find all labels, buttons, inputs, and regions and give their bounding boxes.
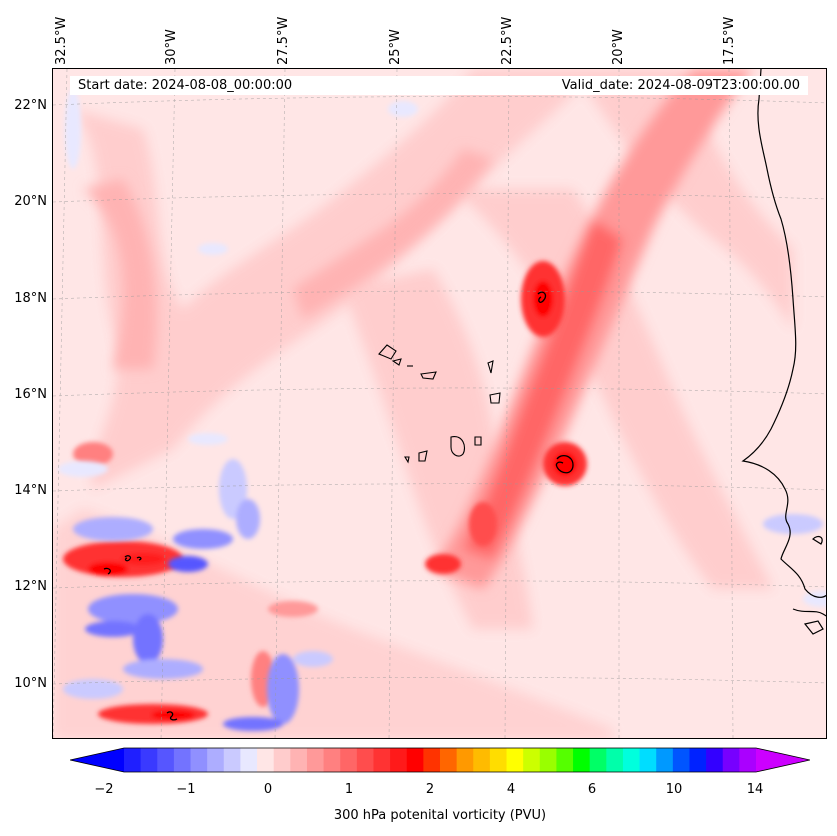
colorbar-label: 300 hPa potenital vorticity (PVU) bbox=[333, 808, 547, 823]
colorbar-cell bbox=[639, 748, 657, 772]
date-info-box bbox=[70, 76, 808, 95]
colorbar-tick: 2 bbox=[425, 782, 435, 797]
colorbar-tick: 14 bbox=[746, 782, 764, 797]
coastline bbox=[741, 69, 826, 635]
lon-label: 20°W bbox=[611, 29, 626, 65]
colorbar-cell bbox=[207, 748, 225, 772]
colorbar-cell bbox=[440, 748, 458, 772]
lat-label: 22°N bbox=[14, 98, 47, 113]
colorbar-tick: −1 bbox=[176, 782, 196, 797]
lat-label: 12°N bbox=[14, 579, 47, 594]
lat-label: 18°N bbox=[14, 291, 47, 306]
lon-label: 17.5°W bbox=[722, 16, 737, 65]
colorbar-cell bbox=[356, 748, 374, 772]
colorbar-cell bbox=[423, 748, 441, 772]
pv-streamer bbox=[83, 69, 753, 589]
lat-label: 20°N bbox=[14, 194, 47, 209]
colorbar-under-arrow bbox=[70, 748, 124, 772]
colorbar-cell bbox=[456, 748, 474, 772]
colorbar-cell bbox=[257, 748, 275, 772]
cape-verde-islands bbox=[378, 344, 501, 464]
colorbar-cell bbox=[323, 748, 341, 772]
colorbar-tick: 10 bbox=[665, 782, 683, 797]
colorbar-tick: −2 bbox=[94, 782, 114, 797]
colorbar-cell bbox=[124, 748, 142, 772]
colorbar-cell bbox=[173, 748, 192, 772]
lon-label: 27.5°W bbox=[276, 16, 291, 65]
colorbar-cell bbox=[190, 748, 208, 772]
colorbar-tick: 6 bbox=[587, 782, 597, 797]
valid-date-label: Valid_date: 2024-08-09T23:00:00.00 bbox=[561, 78, 800, 93]
pv-field-map bbox=[53, 69, 826, 738]
lon-label: 30°W bbox=[164, 29, 179, 65]
colorbar-cell bbox=[672, 748, 690, 772]
colorbar-over-arrow bbox=[756, 748, 810, 772]
colorbar-cell bbox=[656, 748, 674, 772]
colorbar-cell bbox=[523, 748, 541, 772]
lat-label: 10°N bbox=[14, 676, 47, 691]
colorbar-cell bbox=[273, 748, 291, 772]
colorbar-cell bbox=[489, 748, 508, 772]
colorbar-cell bbox=[390, 748, 408, 772]
lon-label: 22.5°W bbox=[500, 16, 515, 65]
pv-colorbar bbox=[70, 747, 810, 773]
colorbar-cell bbox=[739, 748, 757, 772]
colorbar-cell bbox=[340, 748, 358, 772]
colorbar-cell bbox=[589, 748, 607, 772]
colorbar-tick: 0 bbox=[263, 782, 273, 797]
colorbar-cell bbox=[689, 748, 707, 772]
pv-field-negative bbox=[58, 89, 826, 731]
colorbar-cell bbox=[240, 748, 258, 772]
colorbar-cell bbox=[473, 748, 491, 772]
colorbar-cell bbox=[622, 748, 641, 772]
colorbar-cell bbox=[506, 748, 524, 772]
lon-label: 32.5°W bbox=[54, 16, 69, 65]
lat-label: 16°N bbox=[14, 387, 47, 402]
map-gridlines bbox=[53, 69, 826, 738]
colorbar-cell bbox=[539, 748, 557, 772]
colorbar-cell bbox=[157, 748, 175, 772]
start-date-label: Start date: 2024-08-08_00:00:00 bbox=[78, 78, 293, 93]
colorbar-cell bbox=[606, 748, 624, 772]
colorbar-tick: 1 bbox=[344, 782, 354, 797]
colorbar-cell bbox=[556, 748, 574, 772]
colorbar-cell bbox=[140, 748, 158, 772]
lon-label: 25°W bbox=[388, 29, 403, 65]
colorbar-cell bbox=[223, 748, 241, 772]
colorbar-cell bbox=[306, 748, 325, 772]
map-panel bbox=[52, 68, 827, 739]
lat-label: 14°N bbox=[14, 483, 47, 498]
colorbar-cell bbox=[406, 748, 424, 772]
pv-2pvu-contours bbox=[103, 291, 574, 721]
colorbar-cell bbox=[573, 748, 591, 772]
colorbar-cell bbox=[373, 748, 391, 772]
colorbar-cell bbox=[706, 748, 724, 772]
colorbar-cell bbox=[290, 748, 308, 772]
colorbar-tick: 4 bbox=[506, 782, 516, 797]
colorbar-cell bbox=[722, 748, 740, 772]
